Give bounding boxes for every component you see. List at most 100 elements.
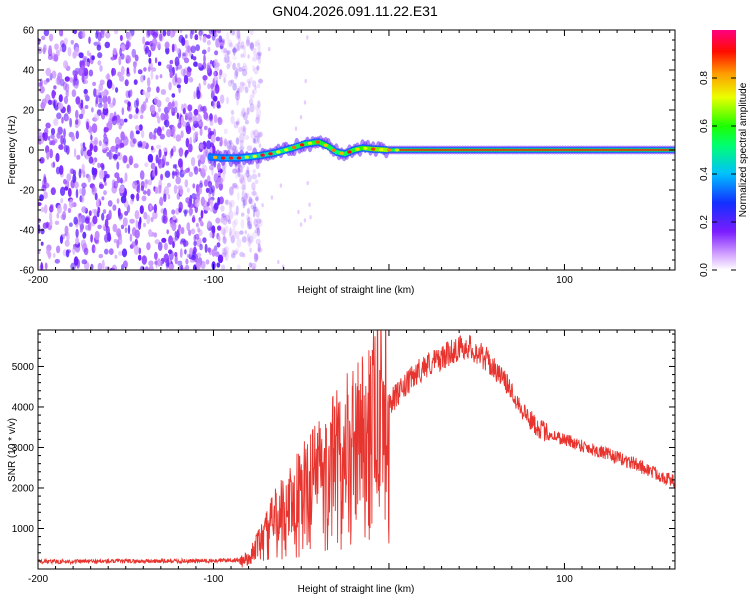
noise-speckle xyxy=(232,220,237,229)
noise-speckle xyxy=(193,90,196,100)
noise-speckle xyxy=(255,208,260,218)
noise-speckle xyxy=(157,258,161,267)
noise-speckle xyxy=(166,64,172,70)
spectrogram-xlabel: Height of straight line (km) xyxy=(298,285,415,296)
noise-speckle xyxy=(203,111,209,120)
noise-speckle xyxy=(187,67,192,73)
signal-peak xyxy=(331,148,336,152)
noise-speckle xyxy=(38,250,41,255)
noise-speckle xyxy=(49,148,53,159)
noise-speckle xyxy=(82,56,88,61)
noise-speckle xyxy=(124,79,129,87)
signal-peak xyxy=(315,140,321,144)
noise-speckle xyxy=(206,201,209,208)
noise-speckle xyxy=(172,215,177,221)
noise-speckle xyxy=(97,262,103,270)
noise-speckle xyxy=(232,46,236,56)
noise-speckle xyxy=(107,73,110,82)
noise-speckle xyxy=(169,219,174,228)
noise-speckle xyxy=(43,30,50,37)
noise-speckle xyxy=(160,89,167,95)
noise-speckle xyxy=(199,127,203,136)
noise-speckle xyxy=(256,108,262,119)
noise-speckle xyxy=(39,85,45,94)
noise-speckle xyxy=(172,164,177,169)
noise-speckle xyxy=(258,52,262,59)
noise-speckle xyxy=(40,136,44,144)
noise-speckle xyxy=(169,71,174,79)
noise-speckle xyxy=(251,89,255,99)
signal-peak xyxy=(260,153,265,157)
noise-speckle xyxy=(113,30,119,35)
noise-speckle xyxy=(38,218,41,224)
noise-speckle xyxy=(41,35,46,41)
noise-speckle xyxy=(247,237,252,247)
noise-speckle xyxy=(160,173,164,181)
y-tick-label: -40 xyxy=(20,226,35,237)
noise-speckle xyxy=(39,78,43,88)
noise-speckle xyxy=(222,73,227,78)
noise-speckle xyxy=(135,125,140,131)
signal-peak xyxy=(363,146,368,150)
signal-peak xyxy=(284,148,289,152)
noise-speckle xyxy=(43,79,48,85)
noise-speckle xyxy=(268,46,271,52)
noise-speckle xyxy=(87,174,91,183)
noise-speckle xyxy=(202,237,207,244)
noise-speckle xyxy=(194,233,200,240)
noise-speckle xyxy=(174,254,178,265)
noise-speckle xyxy=(130,193,135,200)
noise-speckle xyxy=(303,100,307,105)
noise-speckle xyxy=(83,88,88,95)
noise-speckle xyxy=(118,56,122,66)
signal-peak xyxy=(220,156,226,160)
noise-speckle xyxy=(218,235,221,242)
noise-speckle xyxy=(43,44,47,52)
noise-speckle xyxy=(104,41,111,49)
noise-speckle xyxy=(78,168,82,179)
noise-speckle xyxy=(185,137,190,148)
noise-speckle xyxy=(217,117,223,126)
noise-speckle xyxy=(94,230,100,241)
noise-speckle xyxy=(56,212,60,219)
noise-speckle xyxy=(220,216,224,224)
noise-speckle xyxy=(181,267,188,270)
noise-speckle xyxy=(66,104,72,115)
noise-speckle xyxy=(200,260,206,270)
noise-speckle xyxy=(88,156,94,164)
noise-speckle xyxy=(250,262,253,268)
noise-speckle xyxy=(166,182,172,188)
noise-speckle xyxy=(119,118,125,127)
signal-peak xyxy=(347,150,352,154)
noise-speckle xyxy=(82,231,87,239)
noise-speckle xyxy=(257,42,261,53)
noise-speckle xyxy=(116,228,122,238)
noise-speckle xyxy=(211,248,216,257)
noise-speckle xyxy=(223,47,228,54)
noise-speckle xyxy=(96,44,102,51)
noise-speckle xyxy=(171,101,175,107)
noise-speckle xyxy=(241,65,245,72)
noise-speckle xyxy=(131,241,136,248)
signal-peak xyxy=(307,141,313,145)
noise-speckle xyxy=(89,143,94,152)
noise-speckle xyxy=(73,216,78,225)
noise-speckle xyxy=(229,30,235,36)
noise-speckle xyxy=(189,207,194,215)
noise-speckle xyxy=(93,88,97,97)
noise-speckle xyxy=(70,262,76,270)
noise-speckle xyxy=(245,135,249,140)
noise-speckle xyxy=(193,166,199,175)
noise-speckle xyxy=(58,30,64,37)
noise-speckle xyxy=(235,247,240,254)
noise-speckle xyxy=(192,115,198,125)
noise-speckle xyxy=(236,264,241,270)
noise-speckle xyxy=(175,176,181,185)
noise-speckle xyxy=(216,262,221,268)
noise-speckle xyxy=(59,46,63,52)
noise-speckle xyxy=(112,204,117,211)
noise-speckle xyxy=(177,260,183,266)
colorbar-gradient xyxy=(712,30,736,270)
noise-speckle xyxy=(106,79,113,89)
